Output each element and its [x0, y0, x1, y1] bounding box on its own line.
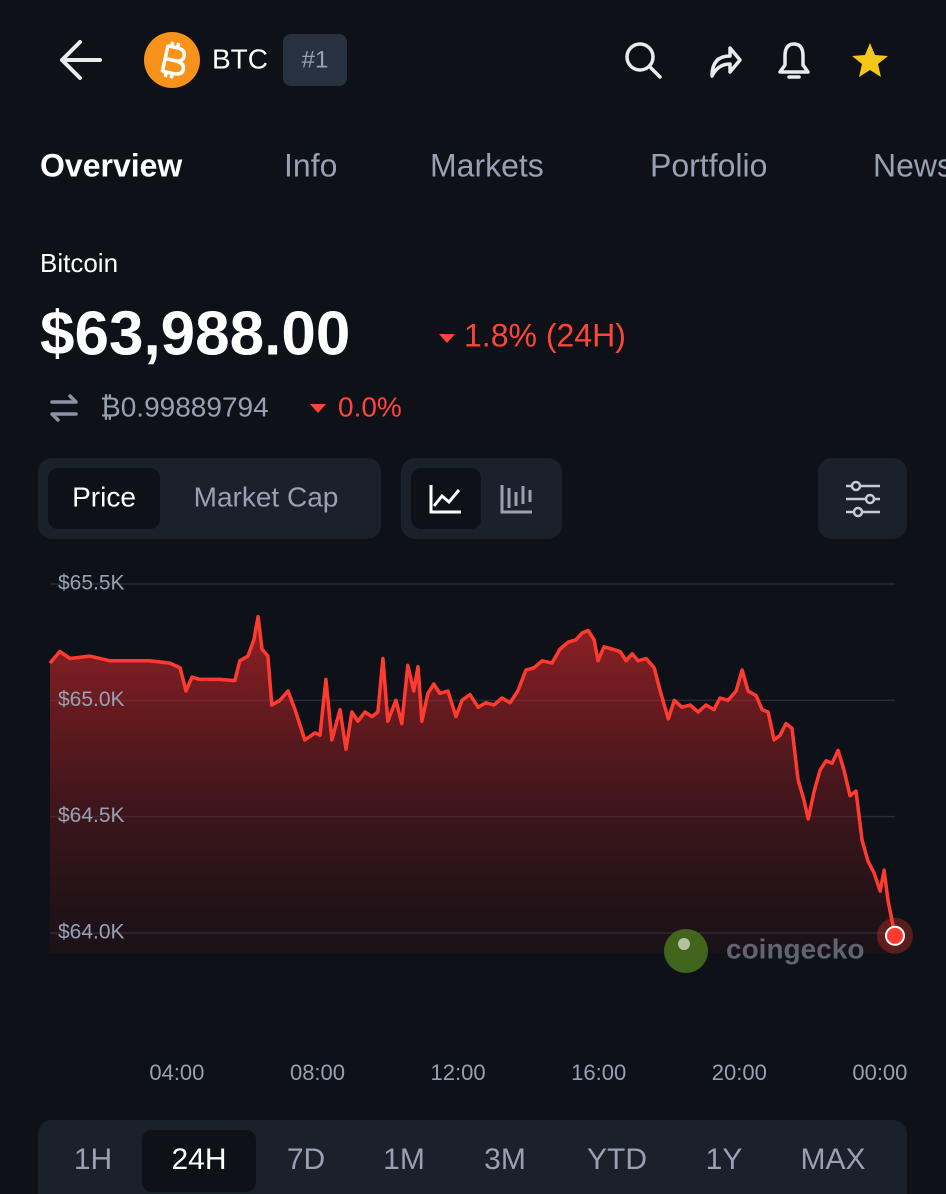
x-tick-label: 20:00: [712, 1060, 767, 1085]
x-tick-label: 16:00: [571, 1060, 626, 1085]
range-option[interactable]: 1Y: [706, 1143, 743, 1176]
range-option[interactable]: 1M: [383, 1143, 425, 1176]
y-tick-label: $64.0K: [58, 921, 125, 944]
favorite-star[interactable]: [852, 43, 888, 77]
bell-icon[interactable]: [778, 42, 810, 79]
metric-option[interactable]: Price: [72, 481, 136, 512]
search-icon[interactable]: [625, 42, 662, 79]
price-change: 1.8% (24H): [464, 317, 626, 353]
tab[interactable]: Overview: [40, 147, 182, 183]
end-point: [885, 925, 905, 946]
x-tick-label: 04:00: [149, 1060, 204, 1085]
range-option[interactable]: YTD: [587, 1143, 647, 1176]
down-arrow: [310, 404, 326, 413]
tab[interactable]: Markets: [430, 147, 544, 183]
rank: #1: [302, 46, 329, 73]
coin-logo-glyph: [160, 41, 186, 79]
range-selected: [142, 1130, 256, 1192]
range-option[interactable]: 7D: [287, 1143, 325, 1176]
metric-selected: [48, 468, 160, 529]
x-tick-label: 08:00: [290, 1060, 345, 1085]
candle-chart-icon[interactable]: [500, 485, 532, 514]
range-option[interactable]: 3M: [484, 1143, 526, 1176]
coin-name: Bitcoin: [40, 248, 118, 278]
rank-badge: [283, 34, 347, 86]
watermark-logo-eye: [678, 938, 690, 950]
x-tick-label: 00:00: [852, 1060, 907, 1085]
tab[interactable]: Info: [284, 147, 337, 183]
btc-price: ₿0.99889794: [100, 391, 269, 422]
watermark: coingecko: [726, 933, 864, 964]
y-tick-label: $65.0K: [58, 688, 125, 711]
share-icon[interactable]: [710, 46, 742, 78]
btc-change: 0.0%: [338, 391, 402, 422]
area: [50, 616, 895, 953]
down-arrow: [439, 334, 455, 343]
watermark-logo: [664, 929, 708, 973]
y-tick-label: $64.5K: [58, 804, 125, 827]
price: $63,988.00: [40, 299, 350, 368]
swap-icon: [50, 394, 78, 422]
x-tick-label: 12:00: [431, 1060, 486, 1085]
tab[interactable]: News: [873, 147, 946, 183]
range-option[interactable]: MAX: [800, 1143, 865, 1176]
settings-icon: [846, 480, 880, 518]
range-option[interactable]: 24H: [171, 1143, 226, 1176]
range-option[interactable]: 1H: [74, 1143, 112, 1176]
line-chart-icon[interactable]: [429, 485, 461, 514]
symbol: BTC: [212, 43, 268, 74]
y-tick-label: $65.5K: [58, 572, 125, 595]
back-button[interactable]: [60, 40, 102, 80]
chart: 04:00 08:00 12:00 16:00 20:00 00:00 $64.0K $64.…: [48, 572, 913, 1085]
metric-option[interactable]: Market Cap: [194, 481, 339, 512]
price-line: [48, 614, 897, 937]
tab[interactable]: Portfolio: [650, 147, 767, 183]
